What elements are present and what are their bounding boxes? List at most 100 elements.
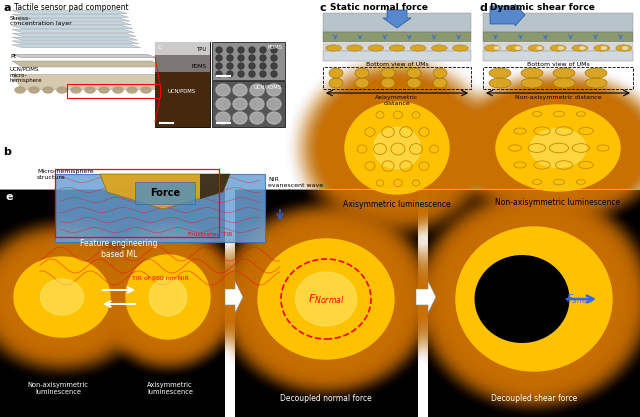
Ellipse shape <box>341 98 453 198</box>
Ellipse shape <box>101 230 236 364</box>
Ellipse shape <box>622 46 628 50</box>
Bar <box>483 13 633 32</box>
Text: Dynamic shear force: Dynamic shear force <box>490 3 595 12</box>
Ellipse shape <box>345 102 449 194</box>
Ellipse shape <box>345 102 449 194</box>
Ellipse shape <box>442 214 626 384</box>
Ellipse shape <box>601 46 607 50</box>
Ellipse shape <box>443 215 625 383</box>
Ellipse shape <box>126 255 210 339</box>
Ellipse shape <box>451 222 618 376</box>
Ellipse shape <box>329 78 343 88</box>
Ellipse shape <box>415 190 640 408</box>
Text: Decoupled normal force: Decoupled normal force <box>280 394 372 403</box>
Ellipse shape <box>432 205 636 393</box>
Ellipse shape <box>0 222 152 372</box>
Ellipse shape <box>0 234 138 360</box>
Ellipse shape <box>0 224 150 371</box>
Ellipse shape <box>0 226 147 368</box>
Ellipse shape <box>0 239 132 355</box>
Ellipse shape <box>220 206 432 392</box>
Ellipse shape <box>216 55 222 61</box>
Ellipse shape <box>0 220 155 374</box>
Polygon shape <box>12 61 162 67</box>
Ellipse shape <box>303 65 491 231</box>
Ellipse shape <box>14 257 110 337</box>
Ellipse shape <box>249 71 255 77</box>
Text: Non-axisymmetric luminescence: Non-axisymmetric luminescence <box>495 198 621 207</box>
Text: Decoupled shear force: Decoupled shear force <box>491 394 577 403</box>
Ellipse shape <box>115 244 221 351</box>
Ellipse shape <box>93 222 243 372</box>
Ellipse shape <box>419 193 640 405</box>
Ellipse shape <box>13 256 111 338</box>
Ellipse shape <box>433 206 635 392</box>
Ellipse shape <box>461 81 640 215</box>
Ellipse shape <box>449 220 620 378</box>
Ellipse shape <box>232 216 420 382</box>
Text: Axisymmetric
luminescence: Axisymmetric luminescence <box>147 382 193 395</box>
Ellipse shape <box>97 226 239 368</box>
Ellipse shape <box>585 78 607 88</box>
Ellipse shape <box>242 225 410 373</box>
Text: UCN/PDMS
micro-
hemisphere: UCN/PDMS micro- hemisphere <box>10 67 43 83</box>
Polygon shape <box>200 174 230 199</box>
Ellipse shape <box>99 228 237 366</box>
Ellipse shape <box>435 208 633 390</box>
Ellipse shape <box>468 86 640 210</box>
Ellipse shape <box>120 249 216 345</box>
Ellipse shape <box>515 46 522 50</box>
Polygon shape <box>416 281 436 313</box>
Ellipse shape <box>381 68 395 78</box>
Ellipse shape <box>441 213 627 385</box>
Text: Axisymmetric
distance: Axisymmetric distance <box>376 95 419 106</box>
Text: UCN/PDMS: UCN/PDMS <box>254 84 282 89</box>
Bar <box>155 55 210 72</box>
Ellipse shape <box>241 224 412 374</box>
Ellipse shape <box>238 47 244 53</box>
Ellipse shape <box>113 87 123 93</box>
Ellipse shape <box>616 45 632 51</box>
Ellipse shape <box>0 236 134 357</box>
Ellipse shape <box>102 231 234 363</box>
Text: b: b <box>3 147 11 157</box>
Ellipse shape <box>530 129 586 167</box>
Ellipse shape <box>536 46 543 50</box>
Ellipse shape <box>122 251 214 343</box>
Ellipse shape <box>260 55 266 61</box>
Text: d: d <box>480 3 488 13</box>
Ellipse shape <box>125 254 211 340</box>
Ellipse shape <box>452 223 616 375</box>
Polygon shape <box>12 75 170 90</box>
Ellipse shape <box>11 255 113 339</box>
Ellipse shape <box>489 78 511 88</box>
Ellipse shape <box>271 55 277 61</box>
Ellipse shape <box>424 198 640 400</box>
Ellipse shape <box>476 90 640 205</box>
Ellipse shape <box>431 45 447 51</box>
Ellipse shape <box>429 202 639 396</box>
Ellipse shape <box>422 196 640 402</box>
Ellipse shape <box>237 221 415 377</box>
Ellipse shape <box>459 79 640 217</box>
Ellipse shape <box>553 68 575 78</box>
Ellipse shape <box>407 78 421 88</box>
Ellipse shape <box>334 92 460 204</box>
Ellipse shape <box>108 237 228 357</box>
Ellipse shape <box>218 203 435 394</box>
Ellipse shape <box>115 244 221 349</box>
Ellipse shape <box>492 102 624 194</box>
Polygon shape <box>100 174 230 209</box>
Ellipse shape <box>298 60 496 236</box>
Ellipse shape <box>347 45 363 51</box>
Ellipse shape <box>216 98 230 110</box>
Ellipse shape <box>0 225 149 369</box>
Bar <box>155 42 210 127</box>
Ellipse shape <box>472 89 640 207</box>
Polygon shape <box>12 37 138 40</box>
Ellipse shape <box>221 206 431 392</box>
Bar <box>323 51 471 61</box>
Ellipse shape <box>238 63 244 69</box>
Ellipse shape <box>267 84 281 96</box>
Ellipse shape <box>227 55 233 61</box>
